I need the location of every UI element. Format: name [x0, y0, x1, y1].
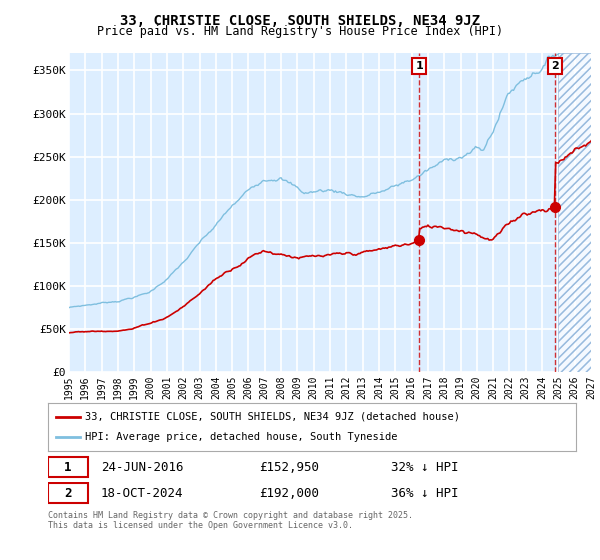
Text: 1: 1 [415, 61, 423, 71]
Text: 33, CHRISTIE CLOSE, SOUTH SHIELDS, NE34 9JZ (detached house): 33, CHRISTIE CLOSE, SOUTH SHIELDS, NE34 … [85, 412, 460, 422]
Text: 36% ↓ HPI: 36% ↓ HPI [391, 487, 459, 500]
Text: Price paid vs. HM Land Registry's House Price Index (HPI): Price paid vs. HM Land Registry's House … [97, 25, 503, 38]
FancyBboxPatch shape [48, 457, 88, 477]
Bar [559, 53, 591, 372]
Text: 24-JUN-2016: 24-JUN-2016 [101, 460, 184, 474]
Text: £152,950: £152,950 [259, 460, 319, 474]
Text: £192,000: £192,000 [259, 487, 319, 500]
Text: Contains HM Land Registry data © Crown copyright and database right 2025.
This d: Contains HM Land Registry data © Crown c… [48, 511, 413, 530]
Text: 2: 2 [551, 61, 559, 71]
Text: 2: 2 [64, 487, 72, 500]
Text: HPI: Average price, detached house, South Tyneside: HPI: Average price, detached house, Sout… [85, 432, 397, 442]
FancyBboxPatch shape [48, 483, 88, 503]
Text: 33, CHRISTIE CLOSE, SOUTH SHIELDS, NE34 9JZ: 33, CHRISTIE CLOSE, SOUTH SHIELDS, NE34 … [120, 14, 480, 28]
Text: 1: 1 [64, 460, 72, 474]
Bar [559, 53, 591, 372]
Text: 18-OCT-2024: 18-OCT-2024 [101, 487, 184, 500]
Text: 32% ↓ HPI: 32% ↓ HPI [391, 460, 459, 474]
Bar [559, 53, 591, 372]
Bar [559, 53, 591, 372]
